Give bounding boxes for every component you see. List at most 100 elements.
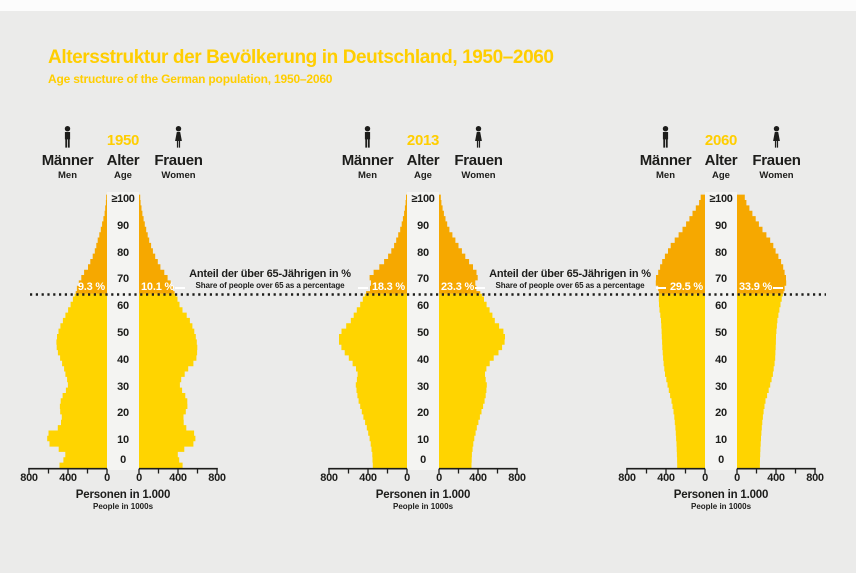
- age-label: Alter: [406, 152, 440, 169]
- woman-icon: [175, 132, 182, 148]
- age-tick-label-90: 90: [117, 219, 129, 232]
- age-label-en: Age: [114, 170, 132, 181]
- pyramid-2060-women-over65: [737, 194, 787, 294]
- x-tick-men-800: 800: [20, 472, 38, 484]
- year-label-1950: 1950: [106, 132, 140, 149]
- pyramid-2060-men-under65: [658, 293, 705, 468]
- age-axis-column-2013: [407, 192, 439, 470]
- year-label-2060: 2060: [704, 132, 738, 149]
- age-tick-label-≥100: ≥100: [411, 193, 435, 205]
- top-margin-strip: [0, 0, 856, 11]
- x-tick-women-800: 800: [208, 472, 226, 484]
- women-label-en: Women: [759, 170, 794, 181]
- page-subtitle: Age structure of the German population, …: [48, 72, 333, 86]
- percent-over65-men-1950: 9.3 %: [77, 281, 105, 293]
- axis-caption-en: People in 1000s: [690, 502, 752, 511]
- age-axis-column-1950: [107, 192, 139, 470]
- pyramid-1950-men-under65: [47, 293, 107, 468]
- percent-over65-women-2013: 23.3 %: [441, 281, 475, 293]
- age-axis-column-2060: [705, 192, 737, 470]
- men-label: Männer: [41, 152, 94, 169]
- leader-dash-women: [773, 287, 783, 289]
- age-tick-label-40: 40: [417, 353, 429, 366]
- age-tick-label-20: 20: [417, 407, 429, 420]
- age-tick-label-30: 30: [715, 380, 727, 393]
- man-icon: [64, 132, 71, 148]
- man-icon-head: [364, 126, 371, 132]
- x-tick-women-800: 800: [508, 472, 526, 484]
- x-tick-men-0: 0: [104, 472, 110, 484]
- axis-caption: Personen in 1.000: [673, 489, 769, 501]
- x-tick-women-800: 800: [806, 472, 824, 484]
- women-label-en: Women: [461, 170, 496, 181]
- age-tick-label-80: 80: [417, 246, 429, 259]
- age-tick-label-50: 50: [715, 327, 727, 339]
- age-tick-label-10: 10: [117, 434, 129, 447]
- women-label: Frauen: [154, 152, 203, 169]
- x-tick-men-400: 400: [657, 472, 675, 484]
- axis-caption: Personen in 1.000: [375, 489, 471, 501]
- age-tick-label-40: 40: [715, 353, 727, 366]
- pyramid-2013-women-over65: [439, 194, 481, 294]
- age-tick-label-20: 20: [715, 407, 727, 420]
- pyramid-2013-men-under65: [339, 293, 407, 468]
- woman-icon-head: [175, 126, 182, 132]
- men-label-en: Men: [358, 170, 377, 181]
- x-tick-women-400: 400: [469, 472, 487, 484]
- man-icon-head: [662, 126, 669, 132]
- x-tick-women-0: 0: [436, 472, 442, 484]
- women-label: Frauen: [752, 152, 801, 169]
- age-tick-label-70: 70: [715, 273, 727, 286]
- age-tick-label-90: 90: [715, 219, 727, 232]
- age-tick-label-10: 10: [715, 434, 727, 447]
- x-tick-women-400: 400: [767, 472, 785, 484]
- men-label: Männer: [341, 152, 394, 169]
- over65-annotation-en: Share of people over 65 as a percentage: [195, 281, 345, 290]
- pyramid-1950-women-over65: [139, 194, 175, 294]
- leader-dash-men: [656, 287, 666, 289]
- percent-over65-men-2013: 18.3 %: [371, 281, 405, 293]
- age-tick-label-60: 60: [417, 300, 429, 313]
- leader-dash-women: [175, 287, 185, 289]
- over65-annotation-de: Anteil der über 65-Jährigen in %: [489, 268, 651, 280]
- women-label-en: Women: [161, 170, 196, 181]
- age-tick-label-80: 80: [715, 246, 727, 259]
- age-tick-label-0: 0: [420, 454, 426, 466]
- age-tick-label-10: 10: [417, 434, 429, 447]
- man-icon: [364, 132, 371, 148]
- x-tick-women-400: 400: [169, 472, 187, 484]
- pyramid-2060-men-over65: [655, 194, 705, 294]
- x-tick-men-400: 400: [59, 472, 77, 484]
- age-label: Alter: [704, 152, 738, 169]
- women-label: Frauen: [454, 152, 503, 169]
- age-tick-label-70: 70: [417, 273, 429, 286]
- age-tick-label-60: 60: [117, 300, 129, 313]
- axis-caption: Personen in 1.000: [75, 489, 171, 501]
- woman-icon: [475, 132, 482, 148]
- age-tick-label-60: 60: [715, 300, 727, 313]
- leader-dash-men: [358, 287, 368, 289]
- age-tick-label-80: 80: [117, 246, 129, 259]
- over65-annotation-2: Anteil der über 65-Jährigen in % Share o…: [470, 268, 670, 291]
- pyramid-1950-men-over65: [75, 194, 107, 294]
- x-tick-men-0: 0: [404, 472, 410, 484]
- age-tick-label-30: 30: [417, 380, 429, 393]
- age-label-en: Age: [414, 170, 432, 181]
- age-label-en: Age: [712, 170, 730, 181]
- pyramid-2060-women-under65: [737, 293, 783, 468]
- woman-icon-head: [773, 126, 780, 132]
- age-tick-label-≥100: ≥100: [111, 193, 135, 205]
- man-icon: [662, 132, 669, 148]
- x-tick-women-0: 0: [136, 472, 142, 484]
- x-tick-men-800: 800: [320, 472, 338, 484]
- men-label-en: Men: [656, 170, 675, 181]
- axis-caption-en: People in 1000s: [392, 502, 454, 511]
- pyramid-2013-women-under65: [439, 293, 505, 468]
- men-label-en: Men: [58, 170, 77, 181]
- age-tick-label-≥100: ≥100: [709, 193, 733, 205]
- woman-icon-head: [475, 126, 482, 132]
- age-tick-label-40: 40: [117, 353, 129, 366]
- age-tick-label-0: 0: [120, 454, 126, 466]
- age-tick-label-50: 50: [117, 327, 129, 339]
